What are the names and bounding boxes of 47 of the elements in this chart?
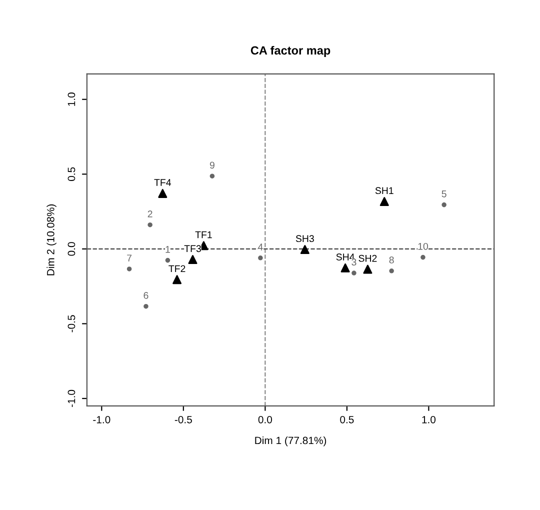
annotation: SH2: [358, 254, 377, 262]
annotation: TF3: [184, 245, 201, 252]
point: [158, 188, 168, 198]
annotation: 3: [352, 258, 356, 266]
point: [188, 255, 198, 264]
annotation: SH3: [296, 235, 314, 242]
y-tick-label: -0.5: [68, 315, 76, 332]
annotation: TF4: [154, 179, 172, 186]
x-tick-label: 0.0: [258, 416, 272, 424]
point: [258, 256, 263, 260]
annotation: 10: [418, 242, 428, 250]
annotation: TF1: [195, 231, 212, 238]
annotation: TF2: [168, 265, 186, 272]
point: [340, 263, 350, 272]
y-tick-label: 1.0: [68, 92, 76, 106]
point: [165, 258, 170, 263]
point: [144, 304, 148, 309]
annotation: 8: [389, 256, 394, 264]
annotation: 2: [148, 210, 152, 218]
point: [352, 270, 356, 276]
point: [300, 245, 310, 254]
point: [148, 222, 152, 228]
annotation: 4: [258, 244, 263, 250]
point: [363, 264, 372, 274]
point: [442, 202, 446, 208]
annotation: 5: [442, 190, 446, 198]
annotation: 7: [127, 254, 132, 262]
x-tick-label: -0.5: [174, 416, 192, 424]
x-axis-title: Dim 1 (77.81%): [255, 436, 326, 446]
point: [172, 275, 182, 284]
y-tick-label: 0.0: [68, 242, 76, 256]
y-tick-label: 0.5: [68, 167, 76, 181]
y-axis-title: Dim 2 (10.08%): [46, 204, 56, 276]
point: [126, 266, 132, 272]
x-tick-label: 1.0: [422, 416, 436, 424]
annotation: 9: [210, 162, 214, 169]
x-tick-label: 0.5: [340, 416, 354, 424]
x-tick-label: -1.0: [93, 416, 110, 424]
point: [380, 197, 389, 206]
point: [210, 174, 215, 178]
annotation: SH1: [375, 187, 394, 194]
y-tick-label: -1.0: [68, 390, 76, 407]
annotation: 6: [144, 292, 148, 299]
chart-title: CA factor map: [250, 46, 330, 57]
annotation: 1: [166, 246, 170, 253]
point: [420, 254, 426, 260]
point: [389, 268, 394, 274]
